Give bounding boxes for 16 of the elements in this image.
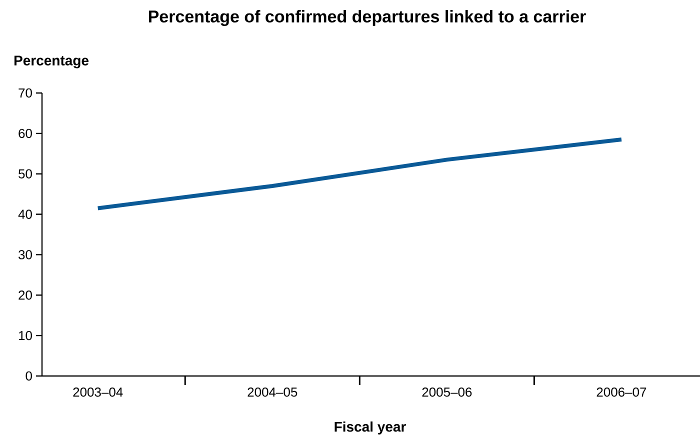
y-tick-label: 0	[26, 371, 32, 381]
x-tick-label: 2004–05	[248, 388, 298, 397]
y-tick-label: 60	[18, 128, 32, 138]
x-tick-label: 2006–07	[596, 388, 646, 397]
chart-title: Percentage of confirmed departures linked to a carrier	[148, 10, 586, 26]
y-tick-label: 30	[18, 250, 32, 260]
y-tick-label: 40	[18, 210, 32, 219]
y-tick-label: 70	[18, 88, 32, 98]
y-tick-label: 50	[18, 169, 32, 178]
x-tick-label: 2005–06	[422, 388, 472, 397]
x-axis-title: Fiscal year	[334, 421, 406, 435]
y-tick-label: 10	[19, 330, 32, 340]
line-series	[96, 137, 624, 210]
y-axis-title: Percentage	[14, 56, 89, 68]
x-tick-label: 2003–04	[73, 388, 123, 397]
y-tick-label: 20	[18, 290, 32, 300]
